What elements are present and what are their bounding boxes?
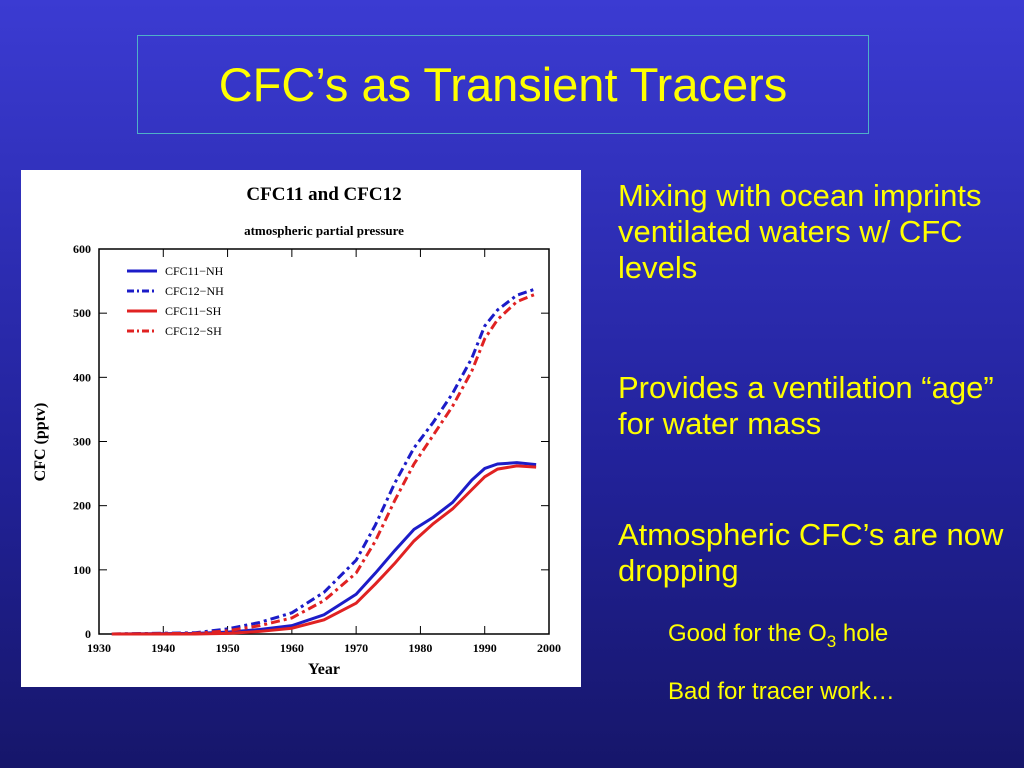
x-tick-label: 1950 xyxy=(216,641,240,655)
slide-title: CFC’s as Transient Tracers xyxy=(218,58,788,111)
chart-background xyxy=(21,170,581,687)
x-tick-label: 1970 xyxy=(344,641,368,655)
series-line xyxy=(111,464,537,636)
legend-label: CFC12−SH xyxy=(165,324,222,338)
sub-bullet: Bad for tracer work… xyxy=(668,678,895,705)
legend-label: CFC12−NH xyxy=(165,284,224,298)
bullet: Mixing with ocean imprints ventilated wa… xyxy=(618,178,982,285)
x-tick-label: 1980 xyxy=(408,641,432,655)
x-tick-label: 1990 xyxy=(473,641,497,655)
chart-subtitle: atmospheric partial pressure xyxy=(244,223,404,238)
y-tick-label: 0 xyxy=(85,627,91,641)
x-tick-label: 1940 xyxy=(151,641,175,655)
y-tick-label: 100 xyxy=(73,563,91,577)
legend-label: CFC11−NH xyxy=(165,264,224,278)
x-tick-label: 1960 xyxy=(280,641,304,655)
y-tick-label: 500 xyxy=(73,306,91,320)
legend-label: CFC11−SH xyxy=(165,304,222,318)
subscript: 3 xyxy=(826,631,837,651)
y-tick-label: 200 xyxy=(73,499,91,513)
sub-bullet: Good for the O3 hole xyxy=(668,620,888,652)
sub-bullet-text: Good for the O xyxy=(668,620,827,647)
y-tick-label: 600 xyxy=(73,242,91,256)
y-axis-label: CFC (pptv) xyxy=(32,403,49,482)
x-tick-label: 2000 xyxy=(537,641,561,655)
series-line xyxy=(111,287,537,636)
sub-bullet-text: hole xyxy=(842,620,889,647)
y-tick-label: 300 xyxy=(73,435,91,449)
title-box: CFC’s as Transient Tracers xyxy=(137,35,869,134)
chart: CFC11 and CFC12 atmospheric partial pres… xyxy=(21,170,581,687)
series-line xyxy=(111,292,537,636)
bullet: Provides a ventilation “age” for water m… xyxy=(618,370,994,441)
x-axis-label: Year xyxy=(308,661,340,678)
chart-title: CFC11 and CFC12 xyxy=(246,184,401,205)
y-tick-label: 400 xyxy=(73,370,91,384)
bullet: Atmospheric CFC’s are now dropping xyxy=(618,517,1004,588)
x-tick-label: 1930 xyxy=(87,641,111,655)
series-line xyxy=(111,461,537,636)
